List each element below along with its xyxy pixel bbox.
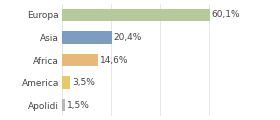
Text: 20,4%: 20,4% — [114, 33, 142, 42]
Bar — [62, 54, 97, 66]
Bar — [62, 76, 70, 89]
Text: 3,5%: 3,5% — [72, 78, 95, 87]
Text: 1,5%: 1,5% — [67, 101, 90, 110]
Text: 60,1%: 60,1% — [212, 10, 240, 19]
Bar — [62, 99, 65, 111]
Text: 14,6%: 14,6% — [100, 55, 128, 65]
Bar — [62, 9, 210, 21]
Bar — [62, 31, 112, 44]
